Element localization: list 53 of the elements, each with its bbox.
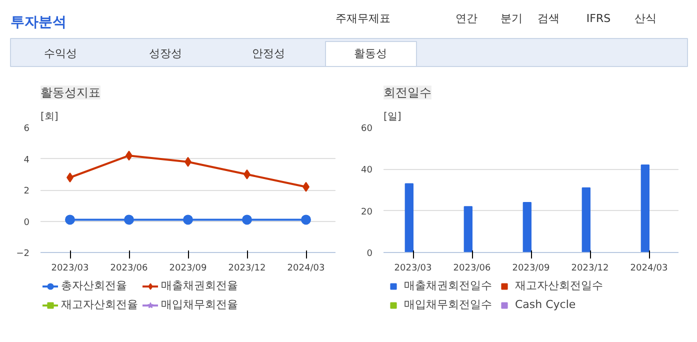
y-axis-title: [일] — [384, 112, 402, 122]
text: IFRS — [586, 12, 611, 25]
bar — [640, 164, 650, 252]
point — [124, 214, 134, 225]
point — [301, 214, 311, 225]
text: 연간 — [456, 12, 478, 25]
text: 성장성 — [149, 47, 182, 60]
chart-title: 회전일수 — [384, 86, 432, 100]
legend-label: 매출채권회전율 — [161, 278, 238, 293]
x-tick-label: 2023/09 — [169, 264, 207, 274]
y-tick-label: 20 — [361, 207, 373, 218]
point — [242, 214, 252, 225]
bar — [522, 202, 532, 252]
x-tick-label: 2024/03 — [630, 264, 668, 274]
y-tick-label: 0 — [366, 249, 373, 259]
y-axis-title: [회] — [40, 112, 58, 122]
legend-label: 재고자산회전일수 — [515, 278, 603, 293]
text: 안정성 — [252, 47, 285, 60]
y-tick-label: 60 — [361, 124, 373, 134]
point — [183, 214, 193, 225]
point — [65, 214, 75, 225]
chart-title: 활동성지표 — [40, 86, 100, 100]
legend-label: 재고자산회전율 — [61, 297, 138, 312]
text: 분기 — [500, 12, 522, 25]
legend-label: 총자산회전율 — [61, 278, 127, 293]
y-tick-label: 4 — [24, 155, 30, 166]
x-tick-label: 2023/12 — [571, 264, 609, 274]
text: 투자분석 — [10, 14, 66, 30]
bar — [404, 183, 414, 252]
x-tick-label: 2023/06 — [110, 264, 148, 274]
y-tick-label: 40 — [361, 166, 373, 176]
x-tick-label: 2023/03 — [394, 264, 432, 274]
bar — [464, 206, 472, 252]
point — [66, 172, 74, 182]
x-tick-label: 2023/12 — [228, 264, 266, 274]
y-tick-label: −2 — [16, 249, 30, 259]
y-tick-label: 2 — [24, 186, 30, 196]
text: 주재무제표 — [336, 12, 390, 25]
legend-label: 매출채권회전일수 — [404, 278, 492, 293]
x-tick-label: 2023/06 — [453, 264, 491, 274]
bar — [582, 187, 590, 252]
x-tick-label: 2023/09 — [512, 264, 550, 274]
y-tick-label: 6 — [24, 124, 30, 134]
text: 수익성 — [44, 47, 77, 60]
text: 활동성 — [354, 47, 387, 60]
x-tick-label: 2023/03 — [51, 264, 89, 274]
y-tick-label: 0 — [24, 218, 30, 228]
x-tick-label: 2024/03 — [287, 264, 325, 274]
legend-label: 매입채무회전율 — [161, 297, 238, 312]
legend-label: Cash Cycle — [515, 298, 576, 312]
text: 산식 — [634, 12, 656, 25]
text: 검색 — [538, 12, 560, 25]
legend-label: 매입채무회전일수 — [404, 297, 492, 312]
